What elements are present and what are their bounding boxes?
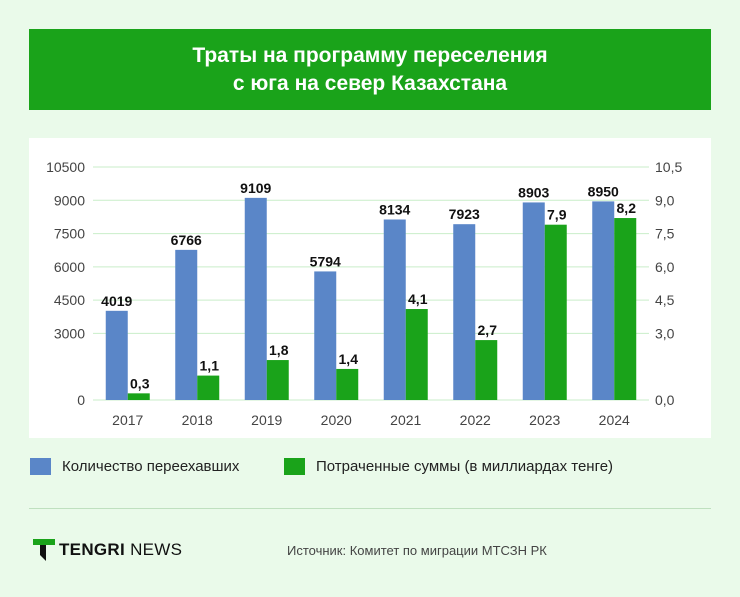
y-right-tick-label: 10,5: [655, 159, 682, 175]
data-label-spent: 7,9: [547, 207, 567, 223]
data-label-relocated: 6766: [171, 232, 202, 248]
bar-relocated: [105, 310, 128, 400]
bar-relocated: [314, 271, 337, 400]
y-left-tick-label: 0: [77, 392, 85, 408]
tengri-news-logo: TENGRI NEWS: [33, 539, 182, 561]
logo-text-light: NEWS: [130, 540, 183, 559]
bar-spent: [197, 375, 220, 400]
bar-relocated: [592, 201, 615, 400]
data-label-relocated: 8134: [379, 202, 410, 218]
title-banner: Траты на программу переселения с юга на …: [29, 29, 711, 110]
legend-swatch-relocated: [30, 458, 51, 475]
divider: [29, 508, 711, 509]
tengri-logo-icon: [33, 539, 55, 561]
legend-label-relocated: Количество переехавших: [62, 458, 240, 475]
legend-label-spent: Потраченные суммы (в миллиардах тенге): [316, 458, 614, 475]
y-right-tick-label: 9,0: [655, 192, 675, 208]
data-label-spent: 1,1: [200, 358, 220, 374]
bar-spent: [127, 393, 150, 400]
data-label-relocated: 8950: [588, 183, 619, 199]
bar-spent: [544, 224, 567, 400]
x-tick-label: 2023: [529, 412, 560, 428]
bar-relocated: [453, 224, 476, 400]
legend-item-spent: Потраченные суммы (в миллиардах тенге): [284, 458, 613, 475]
y-left-tick-label: 7500: [54, 226, 85, 242]
legend-swatch-spent: [284, 458, 305, 475]
y-left-tick-label: 6000: [54, 259, 85, 275]
x-tick-label: 2019: [251, 412, 282, 428]
bar-relocated: [244, 197, 267, 400]
data-label-spent: 8,2: [617, 200, 637, 216]
y-right-tick-label: 4,5: [655, 292, 675, 308]
logo-wordmark: TENGRI NEWS: [59, 540, 182, 560]
bar-spent: [614, 218, 637, 400]
bar-spent: [266, 360, 289, 400]
data-label-spent: 0,3: [130, 375, 150, 391]
data-label-spent: 1,4: [339, 351, 359, 367]
x-tick-label: 2024: [599, 412, 630, 428]
x-tick-label: 2017: [112, 412, 143, 428]
legend-item-relocated: Количество переехавших: [30, 458, 239, 475]
y-right-tick-label: 6,0: [655, 259, 675, 275]
bar-relocated: [383, 219, 406, 400]
bar-relocated: [522, 202, 545, 400]
logo-text-bold: TENGRI: [59, 540, 126, 559]
data-label-spent: 1,8: [269, 342, 289, 358]
source-note: Источник: Комитет по миграции МТСЗН РК: [287, 543, 547, 558]
bar-chart: 0 3000 4500 6000 7500 9000 10500 0,0 3,0 4,5 6,0 7,…: [46, 159, 682, 428]
y-left-tick-label: 9000: [54, 192, 85, 208]
x-tick-label: 2022: [460, 412, 491, 428]
y-right-tick-label: 7,5: [655, 226, 675, 242]
y-right-tick-label: 0,0: [655, 392, 675, 408]
bar-spent: [336, 368, 359, 400]
data-label-relocated: 4019: [101, 293, 132, 309]
chart-panel: 0 3000 4500 6000 7500 9000 10500 0,0 3,0 4,5 6,0 7,…: [29, 138, 711, 438]
x-tick-label: 2020: [321, 412, 352, 428]
y-left-tick-label: 10500: [46, 159, 85, 175]
bar-spent: [405, 309, 428, 400]
y-left-tick-label: 3000: [54, 325, 85, 341]
x-tick-label: 2018: [182, 412, 213, 428]
y-left-tick-label: 4500: [54, 292, 85, 308]
data-label-relocated: 8903: [518, 184, 549, 200]
legend: Количество переехавших Потраченные суммы…: [29, 458, 711, 482]
title-line-1: Траты на программу переселения: [192, 43, 548, 67]
title-line-2: с юга на север Казахстана: [232, 71, 508, 95]
data-label-spent: 4,1: [408, 291, 428, 307]
y-right-tick-label: 3,0: [655, 325, 675, 341]
x-tick-label: 2021: [390, 412, 421, 428]
data-label-relocated: 5794: [310, 253, 341, 269]
bar-relocated: [175, 249, 198, 400]
bar-spent: [475, 340, 498, 400]
data-label-spent: 2,7: [478, 322, 498, 338]
data-label-relocated: 7923: [449, 206, 480, 222]
data-label-relocated: 9109: [240, 180, 271, 196]
